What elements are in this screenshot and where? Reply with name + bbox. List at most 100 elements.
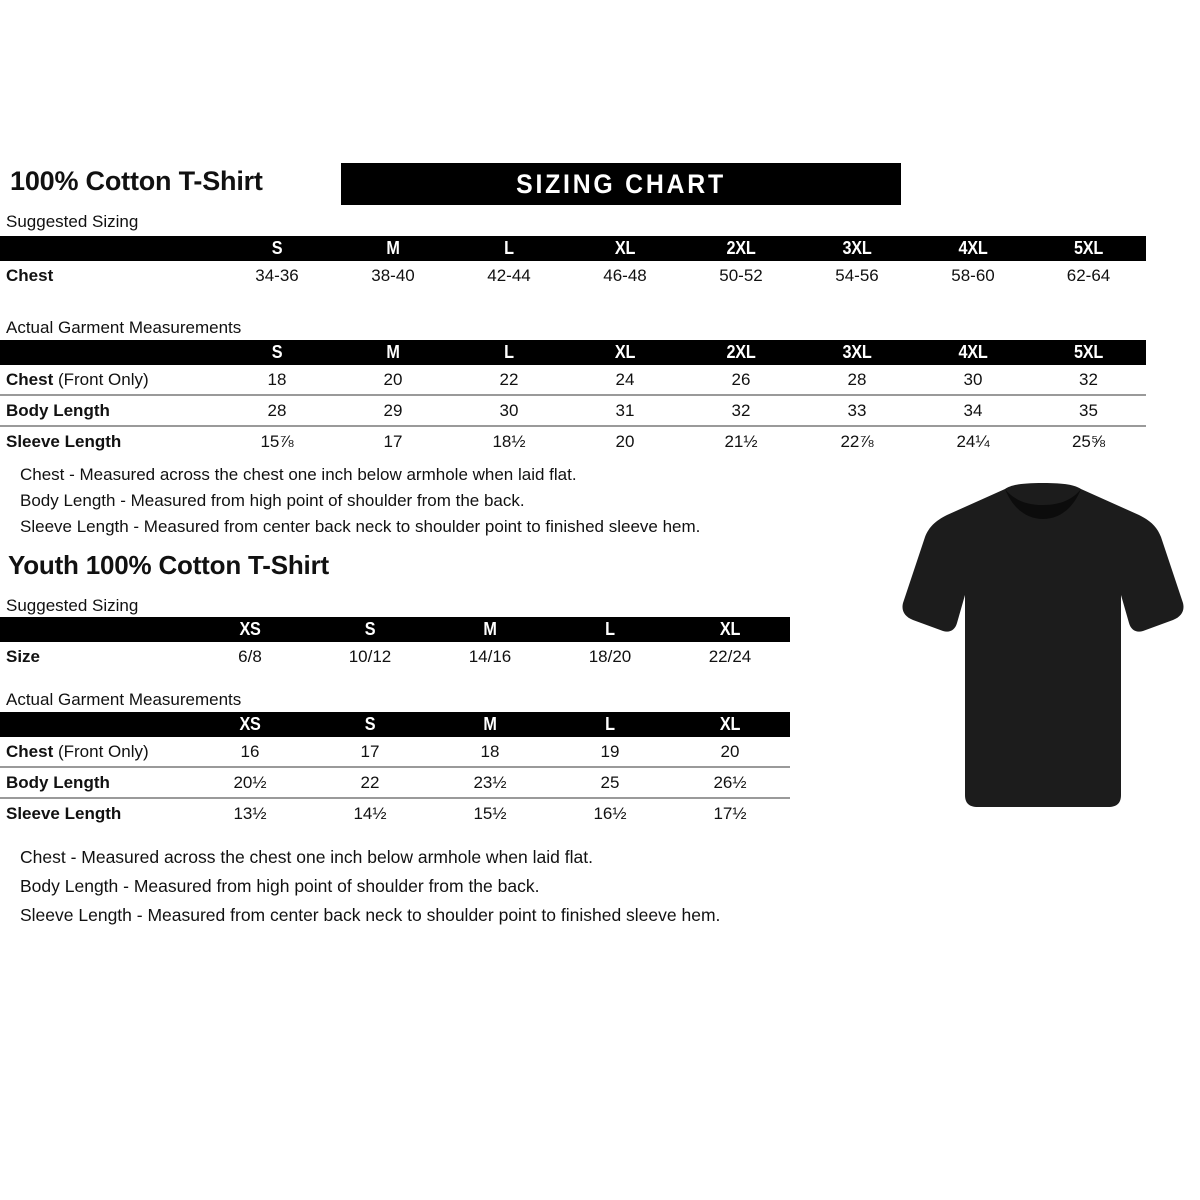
measurement-cell: 14½: [310, 797, 430, 828]
measurement-cell: 24¼: [915, 425, 1031, 456]
measurement-cell: 21½: [683, 425, 799, 456]
measurement-cell: 14/16: [468, 646, 512, 666]
measurement-cell: 26: [731, 369, 751, 389]
measurement-cell: 38-40: [371, 265, 415, 285]
column-header-rowlabel: [0, 712, 190, 737]
measurement-cell: 28: [847, 369, 867, 389]
column-header-rowlabel: [0, 617, 190, 642]
measurement-cell: 58-60: [951, 265, 995, 285]
row-label: Sleeve Length: [0, 425, 219, 456]
measurement-cell: 16: [240, 741, 260, 761]
sizing-chart-banner: SIZING CHART: [341, 163, 901, 205]
column-header-xl: XL: [614, 238, 636, 258]
column-header-l: L: [504, 342, 514, 362]
measurement-cell: 18½: [451, 425, 567, 456]
row-label: Body Length: [0, 394, 219, 426]
row-label: Size: [6, 646, 41, 666]
measurement-cell: 22/24: [708, 646, 752, 666]
adult-measurement-notes: Chest - Measured across the chest one in…: [20, 462, 700, 540]
table-header-row: XS S M L XL: [0, 617, 790, 642]
table-header-row: XS S M L XL: [0, 712, 790, 737]
measurement-cell: 19: [600, 741, 620, 761]
column-header-xl: XL: [719, 619, 741, 639]
measurement-cell: 28: [219, 394, 335, 426]
measurement-cell: 54-56: [835, 265, 879, 285]
column-header-3xl: 3XL: [842, 342, 872, 362]
measurement-cell: 17: [335, 425, 451, 456]
measurement-note: Sleeve Length - Measured from center bac…: [20, 905, 721, 925]
measurement-cell: 22: [499, 369, 519, 389]
measurement-cell: 18: [480, 741, 500, 761]
row-label: Chest (Front Only): [6, 741, 149, 761]
measurement-cell: 20: [383, 369, 403, 389]
measurement-cell: 10/12: [348, 646, 392, 666]
row-label: Chest (Front Only): [6, 369, 149, 389]
row-label: Chest: [6, 265, 54, 285]
table-row: Chest (Front Only) 16 17 18 19 20: [0, 737, 790, 767]
table-body: Chest (Front Only) 16 17 18 19 20 Body Length 2…: [0, 737, 790, 828]
measurement-cell: 18: [267, 369, 287, 389]
measurement-cell: 42-44: [487, 265, 531, 285]
measurement-cell: 35: [1031, 394, 1146, 426]
column-header-m: M: [386, 238, 400, 258]
adult-suggested-sizing-label: Suggested Sizing: [6, 212, 139, 231]
measurement-cell: 16½: [550, 797, 670, 828]
column-header-5xl: 5XL: [1074, 238, 1103, 258]
table-body: Chest (Front Only) 18 20 22 24 26 28 30 32 Body L…: [0, 365, 1146, 456]
table-row: Size 6/8 10/12 14/16 18/20 22/24: [0, 642, 790, 671]
table-header-row: S M L XL 2XL 3XL 4XL 5XL: [0, 236, 1146, 261]
column-header-xl: XL: [614, 342, 636, 362]
row-label-qualifier: (Front Only): [53, 741, 149, 761]
column-header-rowlabel: [0, 340, 219, 365]
measurement-cell: 17: [360, 741, 380, 761]
measurement-cell: 34: [915, 394, 1031, 426]
table-body: Chest 34-36 38-40 42-44 46-48 50-52 54-56 58-60…: [0, 261, 1146, 290]
row-label: Sleeve Length: [0, 797, 190, 828]
measurement-cell: 20: [567, 425, 683, 456]
measurement-cell: 15⅞: [219, 425, 335, 456]
adult-measurements-label: Actual Garment Measurements: [6, 318, 242, 337]
measurement-cell: 6/8: [238, 646, 262, 666]
column-header-5xl: 5XL: [1074, 342, 1103, 362]
tshirt-icon: [902, 483, 1184, 807]
row-label-qualifier: (Front Only): [53, 369, 149, 389]
column-header-4xl: 4XL: [958, 342, 988, 362]
measurement-note: Body Length - Measured from high point o…: [20, 491, 525, 510]
adult-section-title: 100% Cotton T-Shirt: [10, 166, 263, 196]
measurement-cell: 46-48: [603, 265, 647, 285]
column-header-3xl: 3XL: [842, 238, 872, 258]
measurement-cell: 25: [550, 766, 670, 798]
table-body: Size 6/8 10/12 14/16 18/20 22/24: [0, 642, 790, 671]
measurement-note: Chest - Measured across the chest one in…: [20, 847, 593, 867]
measurement-cell: 29: [335, 394, 451, 426]
measurement-cell: 23½: [430, 766, 550, 798]
measurement-note: Body Length - Measured from high point o…: [20, 876, 540, 896]
measurement-cell: 15½: [430, 797, 550, 828]
adult-measurements-table: S M L XL 2XL 3XL 4XL 5XL Chest (Front Only) 18 20…: [0, 340, 1146, 456]
column-header-rowlabel: [0, 236, 219, 261]
youth-measurements-table: XS S M L XL Chest (Front Only) 16 17 18 19 20 Body…: [0, 712, 790, 828]
youth-measurement-notes: Chest - Measured across the chest one in…: [20, 843, 720, 930]
column-header-l: L: [605, 619, 615, 639]
measurement-cell: 34-36: [255, 265, 299, 285]
measurement-cell: 25⅝: [1031, 425, 1146, 456]
measurement-cell: 17½: [670, 797, 790, 828]
column-header-4xl: 4XL: [958, 238, 988, 258]
measurement-cell: 50-52: [719, 265, 763, 285]
adult-suggested-sizing-table: S M L XL 2XL 3XL 4XL 5XL Chest 34-36 38-40 42-44 46…: [0, 236, 1146, 290]
column-header-m: M: [483, 619, 497, 639]
column-header-2xl: 2XL: [726, 238, 756, 258]
measurement-cell: 26½: [670, 766, 790, 798]
table-row: Sleeve Length 13½ 14½ 15½ 16½ 17½: [0, 797, 790, 828]
measurement-cell: 32: [683, 394, 799, 426]
measurement-cell: 31: [567, 394, 683, 426]
youth-suggested-sizing-label: Suggested Sizing: [6, 596, 139, 615]
column-header-s: S: [271, 238, 283, 258]
measurement-cell: 33: [799, 394, 915, 426]
column-header-s: S: [271, 342, 283, 362]
table-row: Body Length 28 29 30 31 32 33 34 35: [0, 394, 1146, 426]
sizing-chart-banner-label: SIZING CHART: [516, 168, 726, 199]
measurement-cell: 30: [963, 369, 983, 389]
table-row: Chest 34-36 38-40 42-44 46-48 50-52 54-56 58-60…: [0, 261, 1146, 290]
